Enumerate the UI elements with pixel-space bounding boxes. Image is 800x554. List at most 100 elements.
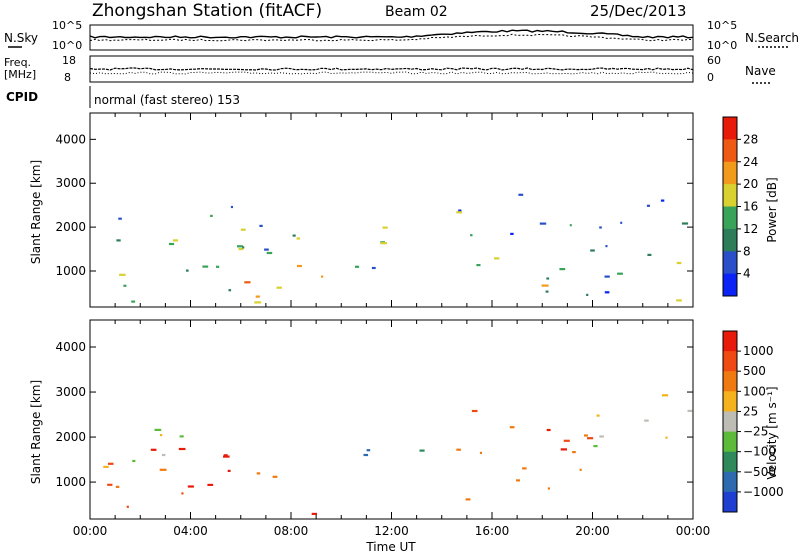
xtick-label: 00:00 bbox=[676, 524, 711, 538]
ytick-label: 3000 bbox=[55, 385, 86, 399]
data-cell bbox=[518, 193, 524, 196]
data-cell bbox=[266, 251, 273, 255]
data-cell bbox=[255, 295, 260, 298]
xtick-label: 00:00 bbox=[73, 524, 108, 538]
station-title: Zhongshan Station (fitACF) bbox=[92, 1, 322, 21]
data-cell bbox=[292, 234, 296, 237]
data-cell bbox=[207, 483, 214, 486]
data-cell bbox=[546, 428, 551, 432]
nsearch-series bbox=[89, 33, 694, 42]
data-cell bbox=[476, 264, 481, 267]
nave-tick-bottom: 0 bbox=[707, 71, 714, 84]
data-cell bbox=[676, 299, 682, 302]
data-cell bbox=[264, 248, 269, 251]
data-cell bbox=[230, 205, 233, 209]
colorbar-tick-label: −25 bbox=[743, 425, 768, 439]
colorbar-segment bbox=[723, 331, 737, 352]
colorbar-tick-label: 20 bbox=[743, 177, 758, 191]
data-cell bbox=[586, 293, 589, 296]
data-cell bbox=[108, 462, 114, 465]
colorbar-tick-label: 24 bbox=[743, 155, 758, 169]
colorbar-segment bbox=[723, 431, 737, 453]
colorbar-tick-label: 12 bbox=[743, 222, 758, 236]
colorbar-segment bbox=[723, 161, 737, 185]
nsky-series bbox=[89, 29, 694, 39]
data-cell bbox=[596, 414, 600, 417]
data-cell bbox=[559, 268, 566, 271]
nsearch-tick-bottom: 10^0 bbox=[707, 39, 737, 52]
data-cell bbox=[355, 265, 360, 268]
plot-frame bbox=[89, 112, 694, 308]
velocity-colorbar-label: Velocity [m s⁻¹] bbox=[765, 386, 779, 479]
data-cell bbox=[458, 209, 462, 212]
beam-label: Beam 02 bbox=[385, 4, 448, 20]
data-cell bbox=[382, 226, 388, 229]
data-cell bbox=[617, 272, 623, 275]
ytick-label: 2000 bbox=[55, 430, 86, 444]
nave-label: Nave bbox=[745, 64, 776, 78]
data-cell bbox=[227, 469, 231, 472]
data-cell bbox=[620, 221, 623, 224]
data-cell bbox=[456, 448, 461, 451]
data-cell bbox=[563, 439, 570, 442]
colorbar-segment bbox=[723, 451, 737, 473]
colorbar-segment bbox=[723, 411, 737, 432]
colorbar-tick-label: −500 bbox=[743, 465, 776, 479]
xtick-label: 20:00 bbox=[575, 524, 610, 538]
colorbar-tick-label: 28 bbox=[743, 132, 758, 146]
data-cell bbox=[118, 217, 122, 220]
xtick-label: 12:00 bbox=[374, 524, 409, 538]
data-cell bbox=[202, 265, 209, 268]
velocity-panel: 1000 2000 3000 4000 00:00 04:00 08:00 12:00 16:0… bbox=[55, 319, 711, 538]
colorbar-segment bbox=[723, 471, 737, 493]
ytick-label: 1000 bbox=[55, 264, 86, 278]
colorbar-tick-label: 8 bbox=[743, 244, 751, 258]
data-cell bbox=[419, 449, 425, 452]
data-cell bbox=[296, 237, 301, 240]
colorbar-segment bbox=[723, 351, 737, 372]
data-cell bbox=[223, 454, 228, 457]
data-cell bbox=[259, 224, 263, 227]
ytick-label: 3000 bbox=[55, 176, 86, 190]
data-cell bbox=[509, 426, 515, 429]
colorbar-tick-label: 100 bbox=[743, 384, 766, 398]
freq-tick-bottom: 8 bbox=[64, 71, 71, 84]
data-cell bbox=[599, 435, 604, 438]
data-cell bbox=[584, 434, 588, 437]
colorbar-tick-label: 25 bbox=[743, 404, 758, 418]
velocity-colorbar: 1000 500 100 25 −25 −100 −500 −1000 bbox=[722, 330, 784, 513]
colorbar-segment bbox=[723, 206, 737, 230]
freq-label: Freq. bbox=[4, 56, 31, 69]
data-cell bbox=[660, 199, 665, 202]
data-cell bbox=[471, 409, 478, 413]
data-cell bbox=[579, 468, 582, 471]
xtick-label: 08:00 bbox=[274, 524, 309, 538]
colorbar-segment bbox=[723, 371, 737, 392]
data-cell bbox=[131, 300, 136, 303]
data-cell bbox=[296, 264, 302, 268]
data-cells bbox=[103, 394, 693, 515]
power-colorbar: 28 24 20 16 12 8 4 bbox=[722, 116, 758, 297]
data-cell bbox=[119, 273, 126, 276]
velocity-ylabel: Slant Range [km] bbox=[29, 380, 43, 484]
data-cell bbox=[547, 487, 550, 490]
data-cell bbox=[605, 245, 608, 248]
data-cell bbox=[604, 275, 610, 278]
colorbar-segment bbox=[723, 251, 737, 275]
data-cell bbox=[470, 234, 473, 237]
colorbar-frame bbox=[722, 330, 738, 513]
nsky-tick-top: 10^5 bbox=[52, 19, 82, 32]
data-cell bbox=[187, 485, 194, 488]
data-cell bbox=[178, 447, 186, 451]
nave-tick-top: 60 bbox=[707, 54, 721, 67]
data-cell bbox=[186, 269, 189, 272]
data-cell bbox=[161, 453, 166, 457]
data-cell bbox=[665, 436, 668, 439]
nsky-tick-bottom: 10^0 bbox=[52, 39, 82, 52]
data-cell bbox=[216, 265, 220, 268]
data-cell bbox=[223, 455, 230, 458]
data-cell bbox=[569, 224, 572, 227]
data-cell bbox=[546, 277, 550, 280]
colorbar-tick-label: 1000 bbox=[743, 344, 774, 358]
data-cell bbox=[510, 232, 514, 235]
